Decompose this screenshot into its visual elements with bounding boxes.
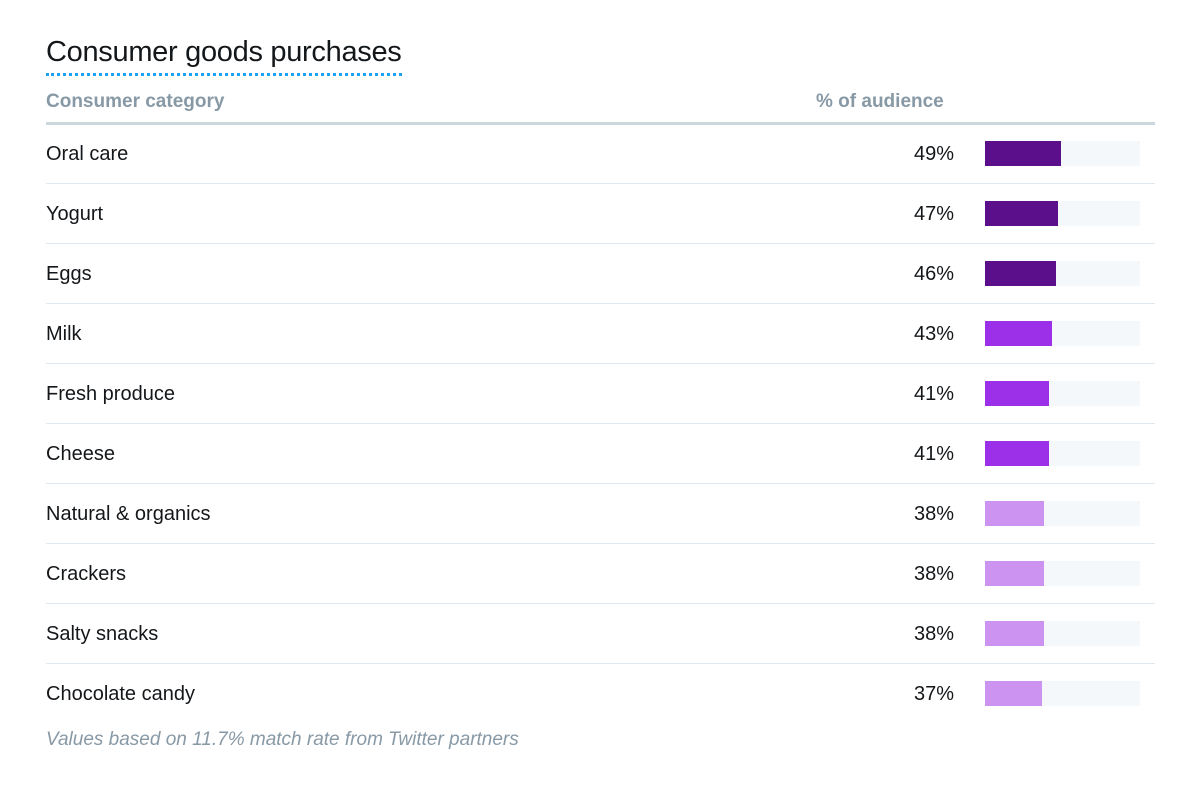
bar (985, 681, 1042, 706)
value-label: 47% (913, 203, 954, 225)
chart-title: Consumer goods purchases (46, 34, 402, 76)
category-label: Eggs (46, 263, 92, 285)
bar (985, 321, 1052, 346)
value-label: 38% (913, 623, 954, 645)
bar (985, 201, 1058, 226)
bar-rows: Oral care 49% Yogurt 47% Eggs 46% Milk 43% Fresh… (46, 124, 1155, 723)
bar (985, 501, 1044, 526)
value-label: 38% (913, 503, 954, 525)
value-label: 38% (913, 563, 954, 585)
bar-track (985, 381, 1140, 406)
category-label: Natural & organics (46, 503, 211, 525)
value-label: 41% (913, 383, 954, 405)
bar-track (985, 441, 1140, 466)
bar (985, 261, 1056, 286)
value-label: 37% (913, 683, 954, 705)
table-header: Consumer category % of audience (46, 88, 1155, 125)
bar-track (985, 201, 1140, 226)
column-header-category: Consumer category (46, 91, 225, 112)
bar (985, 441, 1049, 466)
bar-track (985, 501, 1140, 526)
bar-track (985, 621, 1140, 646)
bar-track (985, 561, 1140, 586)
table-row: Chocolate candy 37% (46, 664, 1155, 723)
table-row: Fresh produce 41% (46, 364, 1155, 424)
category-label: Milk (46, 323, 82, 345)
category-label: Chocolate candy (46, 683, 195, 705)
category-label: Oral care (46, 143, 129, 165)
bar (985, 381, 1049, 406)
bar (985, 561, 1044, 586)
value-label: 46% (913, 263, 954, 285)
category-label: Crackers (46, 563, 127, 585)
footnote: Values based on 11.7% match rate from Tw… (46, 729, 519, 750)
bar (985, 621, 1044, 646)
category-label: Salty snacks (46, 623, 159, 645)
table-row: Oral care 49% (46, 124, 1155, 184)
category-label: Fresh produce (46, 383, 175, 405)
table-row: Yogurt 47% (46, 184, 1155, 244)
table-row: Salty snacks 38% (46, 604, 1155, 664)
value-label: 41% (913, 443, 954, 465)
table-row: Natural & organics 38% (46, 484, 1155, 544)
bar-track (985, 261, 1140, 286)
value-label: 43% (913, 323, 954, 345)
bar-track (985, 321, 1140, 346)
bar-track (985, 681, 1140, 706)
category-label: Cheese (46, 443, 115, 465)
table-row: Eggs 46% (46, 244, 1155, 304)
table-row: Milk 43% (46, 304, 1155, 364)
table-row: Cheese 41% (46, 424, 1155, 484)
value-label: 49% (913, 143, 954, 165)
bar (985, 141, 1061, 166)
bar-track (985, 141, 1140, 166)
column-header-percent: % of audience (816, 91, 944, 112)
category-label: Yogurt (46, 203, 104, 225)
table-row: Crackers 38% (46, 544, 1155, 604)
